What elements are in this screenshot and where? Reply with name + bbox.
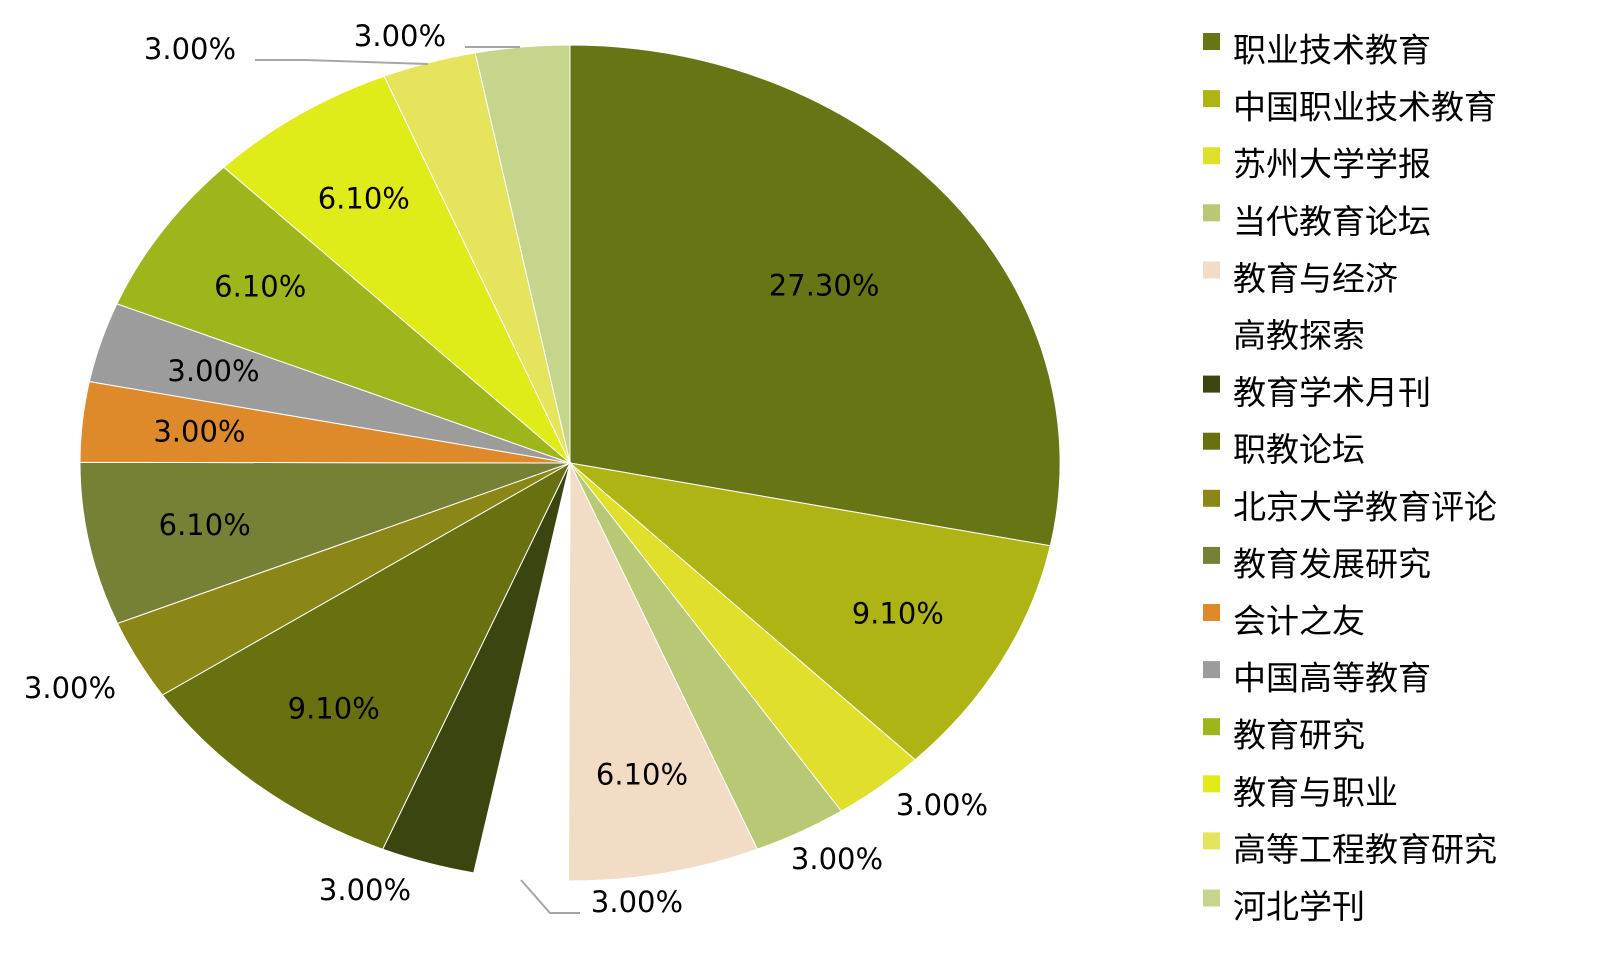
legend-label: 教育发展研究	[1233, 544, 1431, 583]
data-label: 6.10%	[596, 758, 688, 792]
data-label: 9.10%	[852, 597, 944, 631]
leader-line	[520, 879, 580, 914]
data-labels: 27.30% 9.10% 3.00% 3.00% 6.10% 3.00% 3.00% 9.10…	[24, 19, 988, 919]
legend-label: 中国高等教育	[1233, 659, 1431, 698]
legend-label: 职教论坛	[1233, 430, 1365, 469]
pie-slice	[474, 44, 571, 464]
legend-swatch	[1203, 204, 1220, 222]
data-label: 3.00%	[591, 885, 683, 919]
legend-label: 中国职业技术教育	[1233, 88, 1497, 127]
legend-swatch	[1203, 318, 1220, 336]
legend-label: 河北学刊	[1233, 887, 1365, 926]
pie-slice	[569, 44, 1061, 547]
data-label: 3.00%	[167, 354, 259, 388]
legend-swatch	[1203, 147, 1220, 165]
data-label: 3.00%	[791, 842, 883, 876]
data-label: 3.00%	[896, 788, 988, 822]
legend-swatch	[1203, 604, 1220, 621]
data-label: 3.00%	[24, 671, 116, 705]
data-label: 6.10%	[159, 508, 251, 542]
data-label: 6.10%	[318, 182, 410, 216]
legend-swatch	[1203, 546, 1220, 564]
legend-swatch	[1203, 718, 1220, 736]
legend-label: 教育研究	[1233, 716, 1365, 755]
legend-swatch	[1203, 489, 1220, 507]
pie-slice	[568, 462, 1051, 761]
legend: 职业技术教育中国职业技术教育苏州大学学报当代教育论坛教育与经济高教探索教育学术月…	[1203, 31, 1497, 926]
legend-label: 当代教育论坛	[1233, 202, 1431, 241]
data-label: 9.10%	[288, 692, 380, 726]
legend-label: 会计之友	[1233, 602, 1365, 641]
legend-label: 高教探索	[1233, 316, 1365, 355]
legend-label: 教育与经济	[1233, 259, 1398, 298]
data-label: 6.10%	[214, 270, 306, 304]
legend-label: 苏州大学学报	[1233, 145, 1431, 184]
data-label: 3.00%	[153, 415, 245, 449]
legend-label: 教育与职业	[1233, 773, 1398, 812]
pie-slice	[116, 166, 571, 464]
legend-swatch	[1203, 832, 1220, 850]
legend-swatch	[1203, 375, 1220, 393]
pie-slice	[223, 75, 571, 464]
pie-slice	[161, 461, 572, 850]
leader-line	[255, 59, 429, 65]
legend-swatch	[1203, 889, 1220, 907]
leader-lines	[255, 46, 580, 914]
data-label: 3.00%	[144, 32, 236, 66]
legend-swatch	[1203, 33, 1220, 50]
pie-slice	[567, 462, 759, 882]
data-label: 27.30%	[769, 269, 880, 303]
legend-swatch	[1203, 775, 1220, 793]
legend-label: 高等工程教育研究	[1233, 830, 1497, 869]
data-label: 3.00%	[354, 19, 446, 53]
legend-label: 北京大学教育评论	[1233, 487, 1497, 526]
pie-slice	[79, 461, 571, 625]
legend-swatch	[1203, 90, 1220, 108]
pie-slices	[79, 44, 1061, 882]
legend-label: 教育学术月刊	[1233, 373, 1431, 412]
legend-swatch	[1203, 432, 1220, 450]
data-label: 3.00%	[319, 873, 411, 907]
legend-swatch	[1203, 661, 1220, 679]
legend-swatch	[1203, 261, 1220, 279]
legend-label: 职业技术教育	[1233, 31, 1431, 70]
